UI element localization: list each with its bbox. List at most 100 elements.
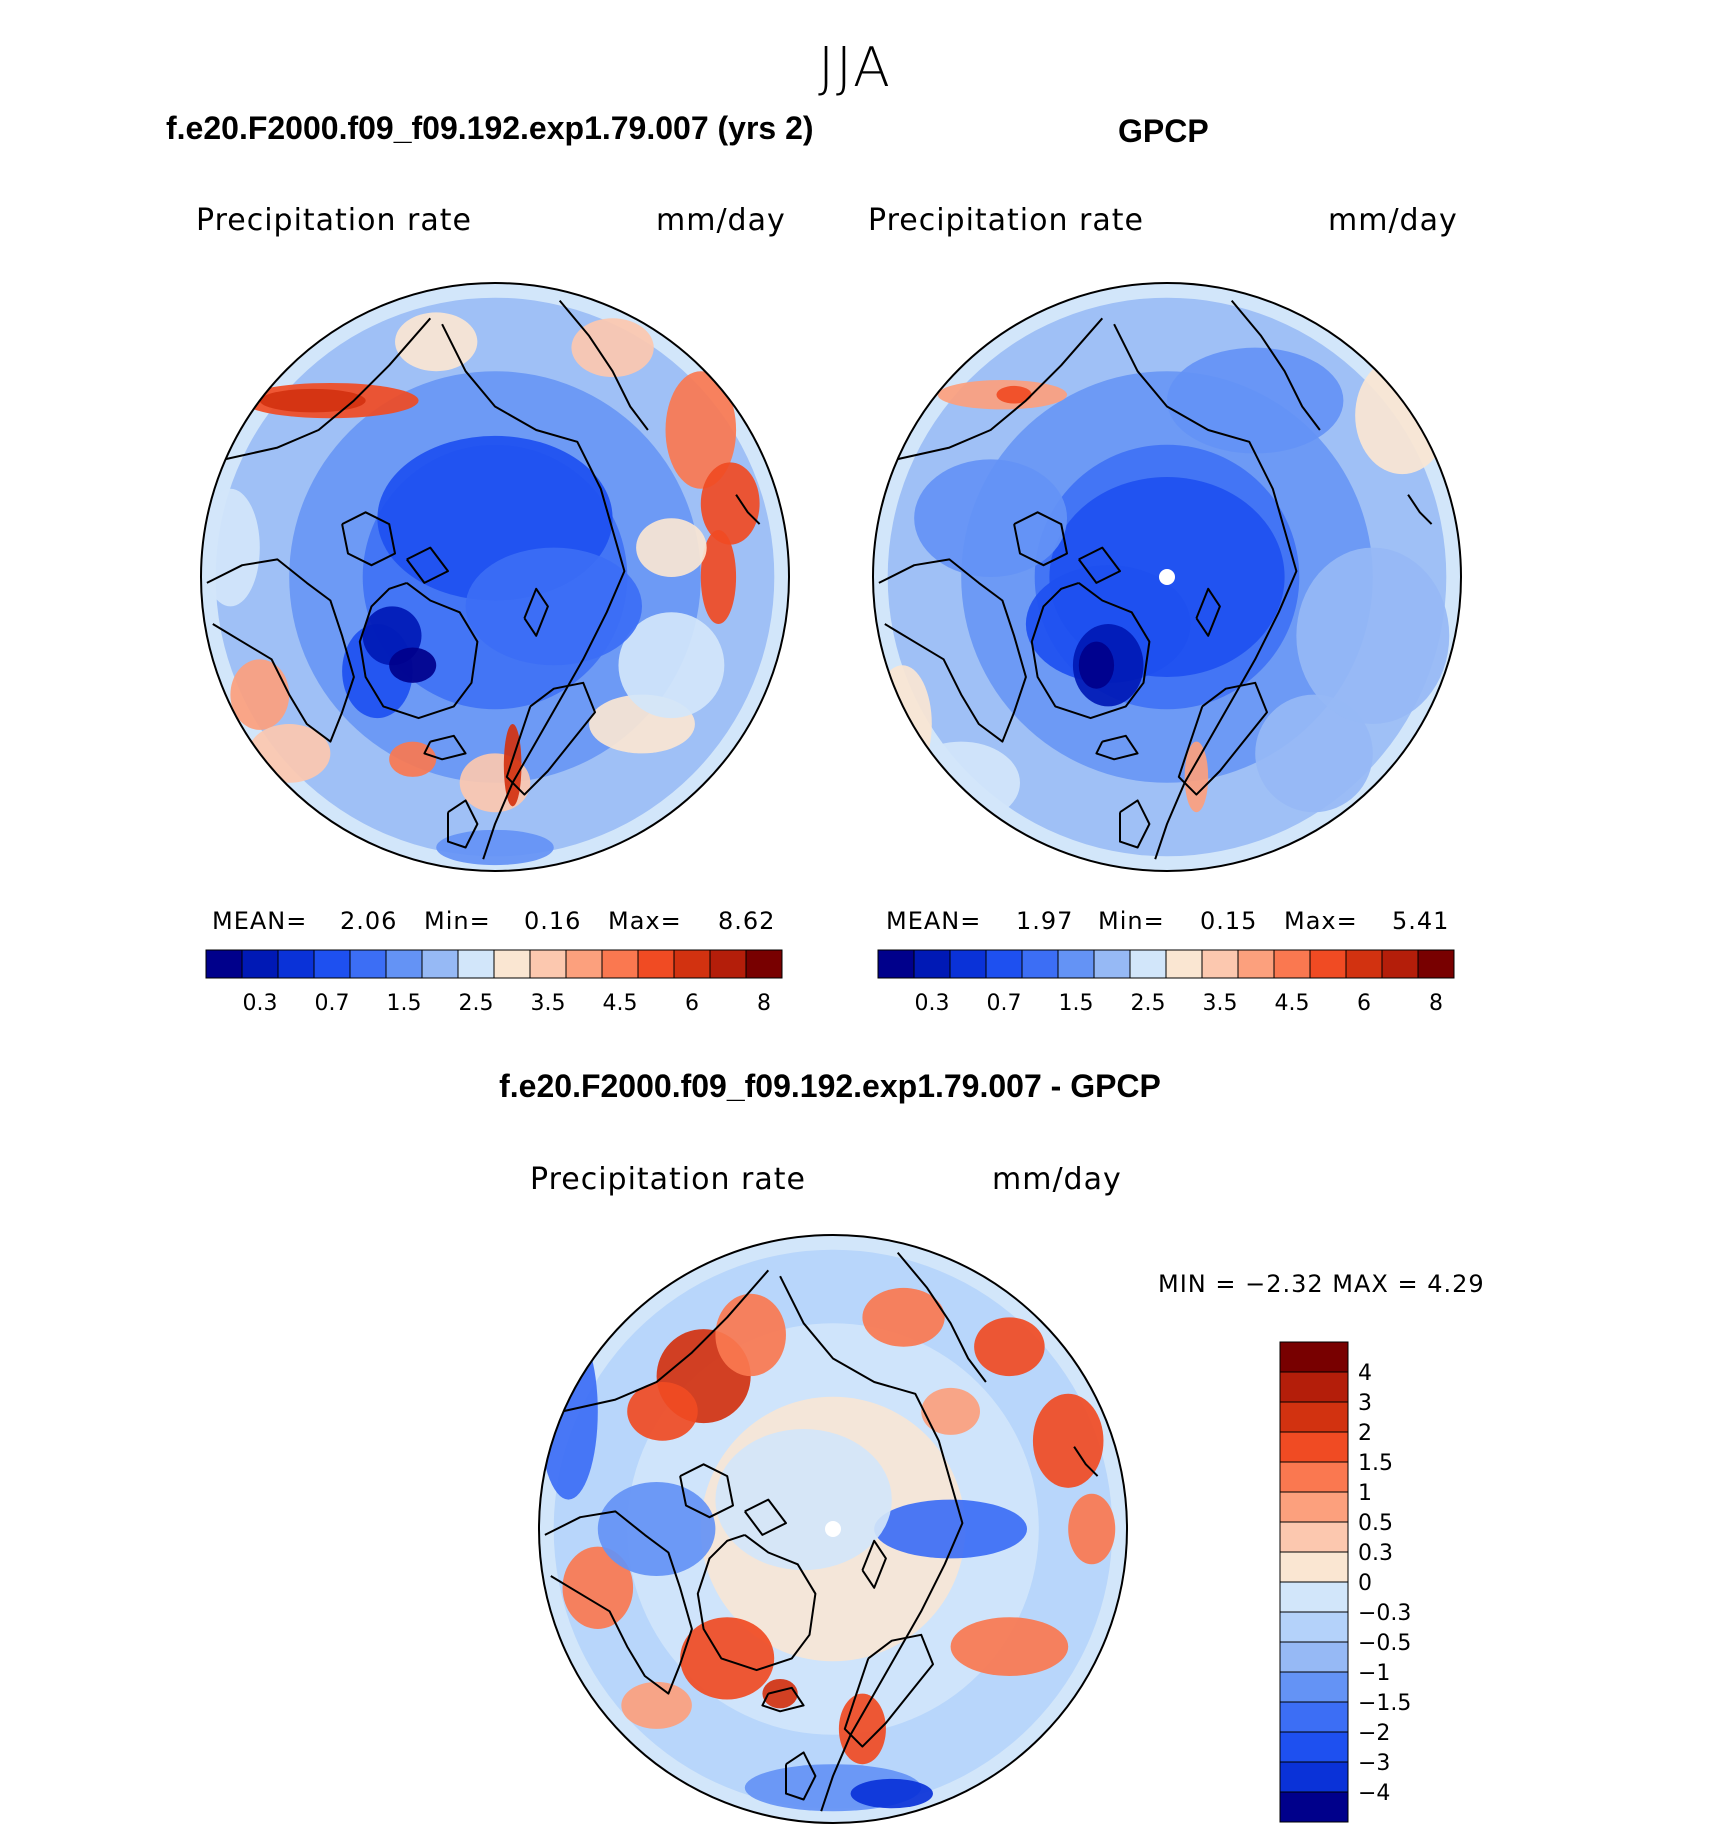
- coastline: [1013, 511, 1068, 567]
- colorbar-tick-label: 3: [1358, 1391, 1372, 1416]
- colorbar-swatch: [1021, 949, 1059, 979]
- contour-patch: [1068, 1493, 1116, 1565]
- obs-case-title: GPCP: [1118, 113, 1209, 149]
- contour-patch: [700, 462, 760, 545]
- contour-patch: [1032, 1393, 1104, 1488]
- model-case-title: f.e20.F2000.f09_f09.192.exp1.79.007 (yrs…: [166, 110, 814, 146]
- colorbar-tick-label: 3.5: [1203, 991, 1238, 1016]
- colorbar-swatch: [1279, 1641, 1349, 1673]
- colorbar-swatch: [457, 949, 495, 979]
- colorbar-swatch: [1381, 949, 1419, 979]
- contour-patch: [539, 1323, 598, 1500]
- contour-patch: [700, 529, 737, 625]
- contour-patch: [921, 1387, 980, 1435]
- coastline: [1073, 1446, 1099, 1477]
- colorbar-swatch: [1279, 1731, 1349, 1763]
- contour-patch: [395, 312, 478, 372]
- coastline: [785, 1751, 817, 1801]
- colorbar-tick-label: 4: [1358, 1361, 1372, 1386]
- colorbar-swatch: [1279, 1761, 1349, 1793]
- contour-patch: [571, 318, 654, 378]
- contour-patch: [850, 1778, 933, 1809]
- map-border: [538, 1234, 1128, 1824]
- colorbar-swatch: [529, 949, 567, 979]
- colorbar-tick-label: 2: [1358, 1421, 1372, 1446]
- coastline: [1077, 546, 1121, 584]
- colorbar-swatch: [1345, 949, 1383, 979]
- model-units-label: mm/day: [656, 203, 786, 238]
- colorbar-swatch: [205, 949, 243, 979]
- model-min-value: 0.16: [524, 907, 582, 935]
- colorbar-swatch: [1279, 1461, 1349, 1493]
- model-max-value: 8.62: [718, 907, 776, 935]
- diff-units-label: mm/day: [992, 1162, 1122, 1197]
- coastline: [743, 1498, 787, 1536]
- colorbar-swatch: [565, 949, 603, 979]
- coastline: [843, 1633, 934, 1748]
- obs-min-value: 0.15: [1200, 907, 1258, 935]
- colorbar-tick-label: 1: [1358, 1481, 1372, 1506]
- obs-colorbar: 0.3 0.7 1.5 2.5 3.5 4.5 6 8: [877, 949, 1455, 1016]
- contour-patch: [715, 1429, 892, 1571]
- diff-case-title: f.e20.F2000.f09_f09.192.exp1.79.007 - GP…: [499, 1068, 1161, 1104]
- colorbar-tick-label: 3.5: [531, 991, 566, 1016]
- obs-mean-label: MEAN=: [886, 907, 982, 935]
- coastline: [878, 558, 1027, 743]
- map-border: [200, 282, 790, 872]
- contour-patch: [389, 741, 437, 777]
- pole-mask: [1159, 569, 1175, 585]
- contour-patch: [636, 518, 707, 577]
- colorbar-swatch: [1093, 949, 1131, 979]
- contour-patch: [862, 1287, 945, 1347]
- colorbar-swatch: [1279, 1431, 1349, 1463]
- coastline: [861, 1539, 887, 1589]
- colorbar-tick-label: −2: [1358, 1721, 1390, 1746]
- coastline: [206, 558, 355, 743]
- model-max-label: Max=: [608, 907, 682, 935]
- colorbar-swatch: [1279, 1551, 1349, 1583]
- colorbar-swatch: [1417, 949, 1455, 979]
- figure-title: JJA: [818, 36, 892, 99]
- colorbar-swatch: [1273, 949, 1311, 979]
- coastline: [562, 1269, 770, 1413]
- coastline: [358, 581, 479, 720]
- model-variable-label: Precipitation rate: [196, 203, 472, 238]
- colorbar-swatch: [1279, 1521, 1349, 1553]
- contour-patch: [436, 829, 554, 866]
- colorbar-swatch: [1279, 1341, 1349, 1373]
- coastline: [761, 1686, 805, 1713]
- colorbar-tick-label: −1: [1358, 1661, 1390, 1686]
- colorbar-swatch: [1057, 949, 1095, 979]
- diff-variable-label: Precipitation rate: [530, 1162, 806, 1197]
- coastline: [779, 1275, 964, 1812]
- coastline: [341, 511, 396, 567]
- colorbar-swatch: [877, 949, 915, 979]
- contour-patch: [201, 488, 260, 607]
- contour-patch: [627, 1382, 698, 1441]
- coastline: [224, 317, 432, 461]
- coastline: [441, 323, 626, 860]
- obs-min-label: Min=: [1098, 907, 1165, 935]
- colorbar-swatch: [1279, 1791, 1349, 1823]
- colorbar-swatch: [241, 949, 279, 979]
- colorbar-tick-label: 0.5: [1358, 1511, 1393, 1536]
- colorbar-tick-label: 8: [1429, 991, 1443, 1016]
- colorbar-swatch: [313, 949, 351, 979]
- colorbar-tick-label: −3: [1358, 1751, 1390, 1776]
- coastline: [505, 681, 596, 796]
- colorbar-swatch: [913, 949, 951, 979]
- contour-patch: [874, 1499, 1028, 1559]
- colorbar-tick-label: 6: [1357, 991, 1371, 1016]
- model-colorbar: 0.3 0.7 1.5 2.5 3.5 4.5 6 8: [205, 949, 783, 1016]
- colorbar-swatch: [421, 949, 459, 979]
- colorbar-swatch: [745, 949, 783, 979]
- diff-colorbar: 4 3 2 1.5 1 0.5 0.3 0 −0.3 −0.5 −1 −1.5 −2 −3 −4: [1279, 1341, 1411, 1823]
- contour-patch: [1078, 641, 1115, 689]
- obs-max-label: Max=: [1284, 907, 1358, 935]
- diff-minmax-label: MIN = −2.32 MAX = 4.29: [1158, 1270, 1485, 1298]
- colorbar-swatch: [1165, 949, 1203, 979]
- colorbar-tick-label: 0: [1358, 1571, 1372, 1596]
- model-mean-label: MEAN=: [212, 907, 308, 935]
- colorbar-tick-label: −4: [1358, 1781, 1390, 1806]
- colorbar-tick-label: 1.5: [1059, 991, 1094, 1016]
